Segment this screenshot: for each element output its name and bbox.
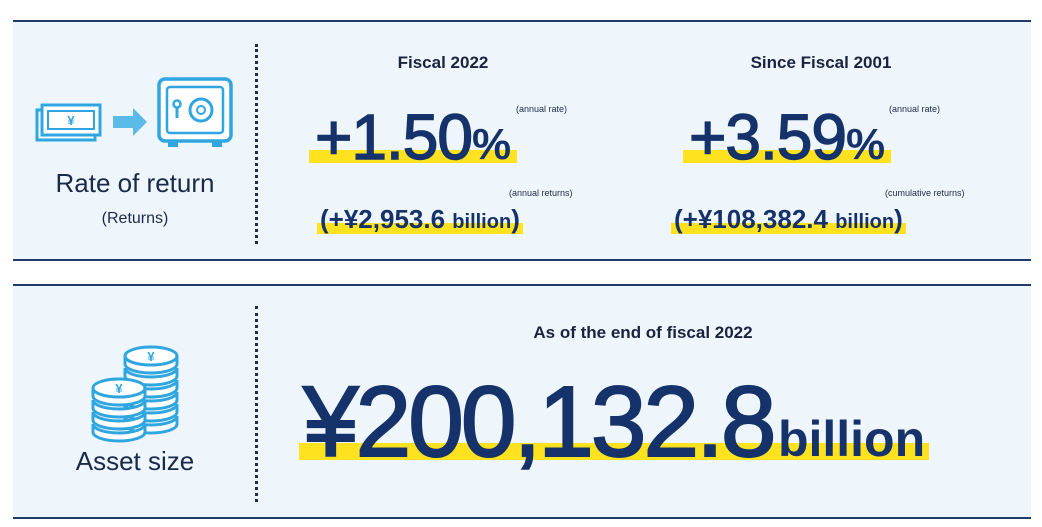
fiscal-2022-amount: (+¥2,953.6 billion) — [317, 204, 523, 235]
asset-size-value: ¥200,132.8 billion — [299, 371, 930, 473]
fiscal-2022-amount-suffix: ) — [511, 204, 520, 234]
fiscal-2022-heading: Fiscal 2022 — [397, 53, 489, 72]
returns-label: Rate of return — [55, 168, 215, 198]
returns-panel: ¥ Rate of return (Returns) Fiscal 2022 +… — [13, 20, 1031, 261]
yen-coin-stack-icon: ¥ ¥ — [89, 336, 185, 453]
since-2001-amount-suffix: ) — [894, 204, 903, 234]
fiscal-2022-rate-note: (annual rate) — [516, 104, 568, 114]
svg-text:¥: ¥ — [115, 381, 123, 396]
since-2001-amount-unit: billion — [835, 211, 895, 233]
safe-icon — [155, 76, 237, 159]
banknote-icon: ¥ — [35, 103, 147, 142]
fiscal-2022-rate-value: +1.50 — [314, 100, 473, 174]
since-2001-rate-note: (annual rate) — [889, 104, 941, 114]
arrow-right-icon — [113, 108, 147, 136]
fiscal-2022-amount-prefix: (+¥2,953.6 — [320, 204, 446, 234]
svg-text:¥: ¥ — [147, 349, 155, 364]
fiscal-2022-amount-unit: billion — [452, 211, 512, 233]
returns-sublabel: (Returns) — [101, 210, 169, 227]
since-2001-rate-unit: % — [845, 120, 886, 169]
asset-size-unit: billion — [777, 411, 926, 467]
since-2001-amount-note: (cumulative returns) — [885, 188, 965, 198]
assets-label: Asset size — [75, 446, 195, 476]
since-2001-rate-value: +3.59 — [688, 100, 847, 174]
assets-panel: ¥ ¥ Asset size As of the end of fiscal 2… — [13, 284, 1031, 519]
returns-icon-group: ¥ — [35, 92, 235, 157]
since-2001-rate: +3.59% — [683, 100, 892, 174]
fiscal-2022-amount-note: (annual returns) — [509, 188, 573, 198]
since-2001-heading: Since Fiscal 2001 — [750, 53, 892, 72]
fiscal-2022-rate: +1.50% — [309, 100, 518, 174]
since-2001-amount-prefix: (+¥108,382.4 — [674, 204, 828, 234]
fiscal-2022-rate-unit: % — [471, 120, 512, 169]
svg-text:¥: ¥ — [67, 113, 75, 128]
returns-divider — [255, 44, 258, 244]
asset-size-amount: ¥200,132.8 — [302, 366, 777, 478]
since-2001-amount: (+¥108,382.4 billion) — [671, 204, 906, 235]
assets-divider — [255, 306, 258, 502]
assets-heading: As of the end of fiscal 2022 — [533, 323, 753, 342]
